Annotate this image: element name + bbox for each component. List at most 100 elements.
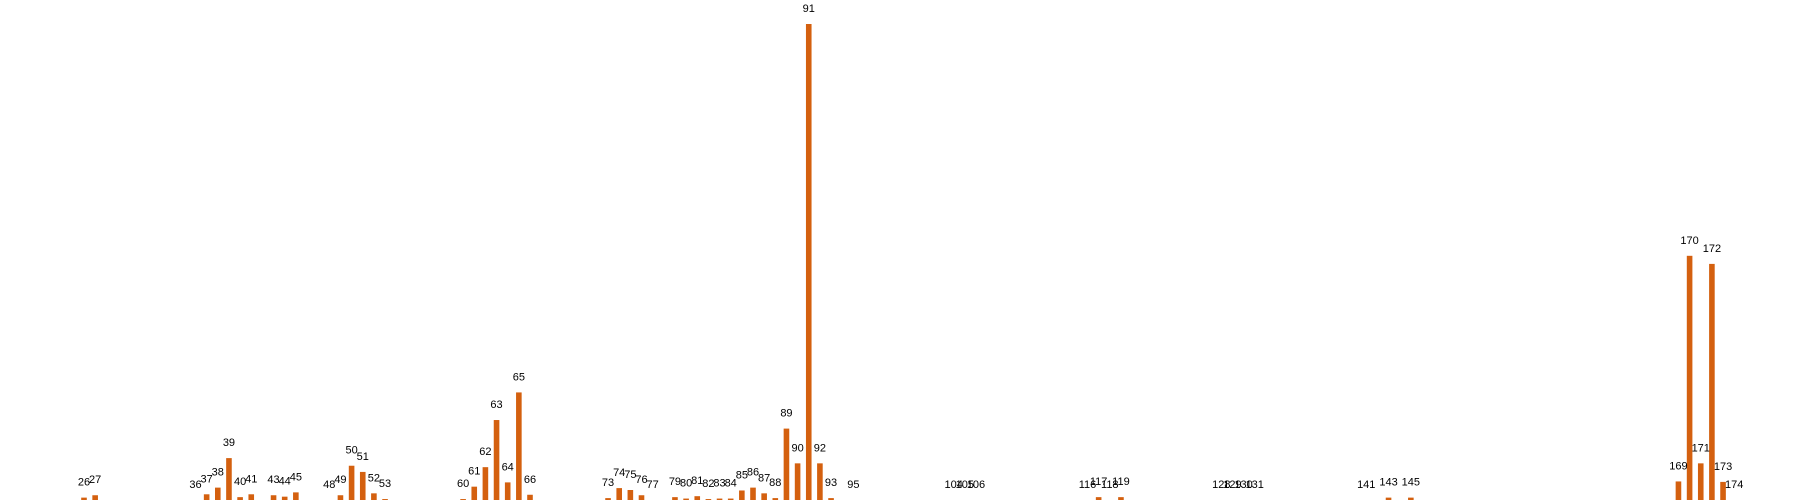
bar-label-81: 81 bbox=[691, 475, 703, 487]
bar-label-171: 171 bbox=[1692, 442, 1710, 454]
bars-group bbox=[81, 24, 1726, 500]
bar-label-26: 26 bbox=[78, 477, 90, 489]
bar-76 bbox=[638, 495, 645, 500]
bar-label-119: 119 bbox=[1112, 476, 1130, 488]
bar-38 bbox=[215, 487, 221, 500]
bar-label-49: 49 bbox=[334, 474, 346, 486]
bar-50 bbox=[348, 465, 355, 500]
bar-87 bbox=[761, 493, 767, 500]
bar-label-40: 40 bbox=[234, 476, 246, 488]
bar-label-80: 80 bbox=[680, 478, 692, 490]
bar-61 bbox=[471, 486, 478, 500]
bar-172 bbox=[1709, 263, 1715, 500]
bar-88 bbox=[772, 498, 779, 500]
bar-119 bbox=[1118, 497, 1124, 500]
bar-117 bbox=[1095, 497, 1102, 500]
bar-44 bbox=[281, 496, 288, 500]
bar-label-174: 174 bbox=[1725, 479, 1743, 491]
bar-label-104: 104 bbox=[945, 479, 963, 491]
bar-37 bbox=[203, 494, 210, 500]
bar-66 bbox=[527, 494, 533, 500]
bar-label-93: 93 bbox=[825, 477, 837, 489]
bar-92 bbox=[817, 463, 823, 500]
bar-label-39: 39 bbox=[223, 437, 235, 449]
bar-label-75: 75 bbox=[624, 469, 636, 481]
bar-49 bbox=[337, 495, 344, 500]
bar-label-64: 64 bbox=[502, 461, 514, 473]
bar-169 bbox=[1675, 481, 1682, 500]
bar-63 bbox=[493, 420, 500, 500]
bar-170 bbox=[1686, 255, 1693, 500]
bar-40 bbox=[237, 497, 243, 500]
bar-label-60: 60 bbox=[457, 478, 469, 490]
bar-label-74: 74 bbox=[613, 467, 625, 479]
bar-43 bbox=[270, 495, 277, 500]
bar-27 bbox=[92, 495, 98, 500]
bar-label-116: 116 bbox=[1079, 479, 1097, 491]
bar-label-43: 43 bbox=[267, 474, 279, 486]
bar-label-145: 145 bbox=[1402, 477, 1420, 489]
bar-74 bbox=[616, 488, 622, 500]
bar-label-48: 48 bbox=[323, 479, 335, 491]
bar-label-105: 105 bbox=[956, 479, 974, 491]
bar-90 bbox=[794, 463, 801, 500]
bar-label-84: 84 bbox=[725, 478, 737, 490]
bar-145 bbox=[1408, 497, 1414, 500]
bar-label-85: 85 bbox=[736, 469, 748, 481]
bar-51 bbox=[359, 471, 366, 500]
bar-label-172: 172 bbox=[1703, 243, 1721, 255]
bar-52 bbox=[371, 493, 377, 500]
bar-label-95: 95 bbox=[847, 479, 859, 491]
bar-39 bbox=[226, 458, 232, 500]
bar-label-173: 173 bbox=[1714, 461, 1732, 473]
bar-label-45: 45 bbox=[290, 471, 302, 483]
bar-41 bbox=[248, 494, 255, 500]
bar-label-65: 65 bbox=[513, 371, 525, 383]
bar-26 bbox=[81, 497, 87, 500]
bar-label-143: 143 bbox=[1379, 477, 1397, 489]
bar-label-63: 63 bbox=[490, 399, 502, 411]
bar-91 bbox=[805, 24, 812, 500]
bar-label-52: 52 bbox=[368, 472, 380, 484]
bar-80 bbox=[683, 498, 689, 500]
bar-62 bbox=[482, 467, 489, 500]
bar-label-87: 87 bbox=[758, 472, 770, 484]
bar-label-92: 92 bbox=[814, 442, 826, 454]
bar-label-50: 50 bbox=[345, 445, 357, 457]
bar-label-141: 141 bbox=[1357, 479, 1375, 491]
bar-label-38: 38 bbox=[212, 467, 224, 479]
bar-label-79: 79 bbox=[669, 476, 681, 488]
bar-85 bbox=[739, 490, 745, 500]
bar-86 bbox=[750, 487, 756, 500]
bar-65 bbox=[516, 392, 522, 500]
bar-label-36: 36 bbox=[189, 479, 201, 491]
bar-label-62: 62 bbox=[479, 446, 491, 458]
bar-64 bbox=[504, 482, 511, 500]
bar-89 bbox=[783, 428, 790, 500]
bar-label-51: 51 bbox=[357, 451, 369, 463]
bar-label-44: 44 bbox=[279, 476, 291, 488]
bar-79 bbox=[672, 497, 678, 500]
bar-171 bbox=[1697, 463, 1704, 500]
bar-73 bbox=[605, 498, 611, 500]
bar-label-131: 131 bbox=[1246, 479, 1264, 491]
bar-75 bbox=[627, 490, 634, 500]
bar-label-37: 37 bbox=[201, 473, 213, 485]
bar-45 bbox=[293, 492, 299, 500]
bar-label-73: 73 bbox=[602, 477, 614, 489]
bar-label-117: 117 bbox=[1090, 476, 1108, 488]
bar-label-41: 41 bbox=[245, 473, 257, 485]
bar-label-118: 118 bbox=[1101, 479, 1119, 491]
bar-label-82: 82 bbox=[702, 478, 714, 490]
bar-label-91: 91 bbox=[803, 3, 815, 15]
bar-label-130: 130 bbox=[1234, 479, 1252, 491]
bar-label-128: 128 bbox=[1212, 479, 1230, 491]
bar-84 bbox=[727, 498, 734, 500]
bar-label-76: 76 bbox=[635, 474, 647, 486]
bar-93 bbox=[828, 498, 834, 500]
bar-label-77: 77 bbox=[647, 479, 659, 491]
bar-label-86: 86 bbox=[747, 467, 759, 479]
bar-label-169: 169 bbox=[1669, 460, 1687, 472]
